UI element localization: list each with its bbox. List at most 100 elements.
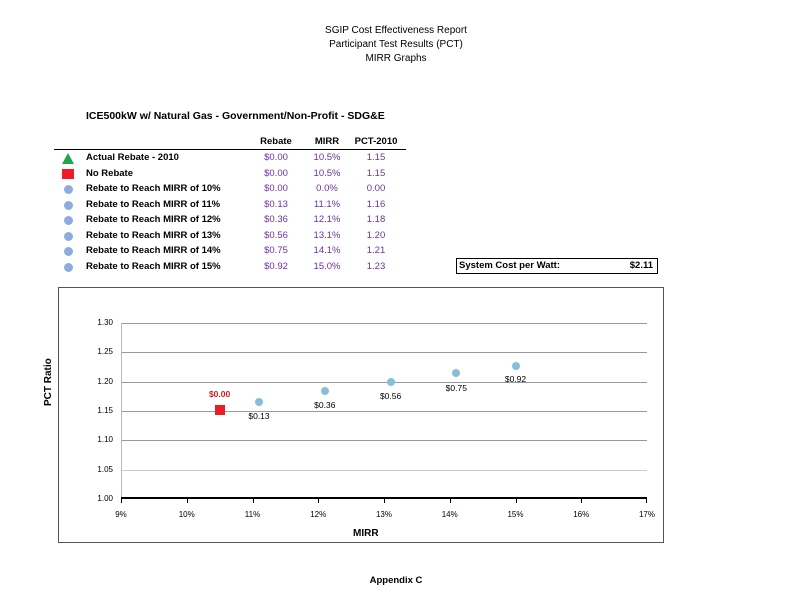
gridline [121, 323, 647, 324]
blue-circle-icon [64, 200, 73, 210]
row-mirr: 11.1% [313, 198, 341, 210]
x-tick: 16% [573, 510, 590, 519]
gridline [121, 352, 647, 354]
x-tick: 12% [310, 510, 327, 519]
mirr-chart: PCT Ratio 1.30 1.25 1.20 1.15 1.10 1.05 … [43, 287, 664, 543]
x-tick: 11% [244, 510, 261, 519]
table-row: Rebate to Reach MIRR of 11% $0.13 11.1% … [54, 197, 406, 213]
row-rebate: $0.13 [264, 198, 288, 210]
report-title: SGIP Cost Effectiveness Report [325, 25, 467, 36]
data-point [320, 387, 329, 396]
row-label: Rebate to Reach MIRR of 12% [86, 214, 221, 225]
row-rebate: $0.00 [264, 183, 288, 194]
gridline [121, 411, 647, 412]
row-mirr: 10.5% [313, 167, 341, 179]
row-label: No Rebate [86, 167, 133, 179]
row-pct: 1.16 [366, 198, 386, 210]
row-pct: 1.21 [366, 245, 386, 256]
gridline [121, 381, 647, 383]
y-axis [121, 323, 122, 499]
y-tick: 1.30 [97, 318, 113, 327]
row-label: Rebate to Reach MIRR of 10% [86, 183, 221, 194]
y-tick: 1.00 [97, 494, 113, 503]
x-axis-label: MIRR [353, 528, 379, 539]
table-row: Rebate to Reach MIRR of 10% $0.00 0.0% 0… [54, 181, 406, 197]
system-cost-box: System Cost per Watt: $2.11 [456, 258, 658, 274]
row-rebate: $0.00 [264, 152, 288, 163]
scenario-title: ICE500kW w/ Natural Gas - Government/Non… [86, 110, 385, 122]
red-square-icon [62, 168, 74, 179]
row-pct: 1.15 [366, 152, 386, 163]
data-point [511, 361, 520, 370]
row-rebate: $0.00 [264, 167, 288, 179]
green-triangle-icon [62, 153, 74, 164]
table-row: Rebate to Reach MIRR of 15% $0.92 15.0% … [54, 259, 406, 275]
x-tick-mark [384, 499, 385, 503]
row-label: Actual Rebate - 2010 [86, 152, 179, 163]
x-tick-mark [318, 499, 320, 503]
system-cost-label: System Cost per Watt: [459, 260, 560, 271]
blue-circle-icon [64, 231, 73, 241]
x-tick: 13% [375, 510, 392, 519]
data-label: $0.56 [379, 391, 402, 401]
row-label: Rebate to Reach MIRR of 14% [86, 245, 221, 256]
blue-circle-icon [64, 247, 73, 256]
x-tick-mark [581, 499, 583, 503]
row-mirr: 15.0% [313, 260, 341, 272]
report-section: MIRR Graphs [365, 53, 427, 64]
blue-circle-icon [64, 185, 73, 194]
row-label: Rebate to Reach MIRR of 13% [86, 229, 221, 241]
data-label: $0.13 [248, 411, 270, 421]
report-subtitle: Participant Test Results (PCT) [329, 39, 463, 50]
col-rebate: Rebate [260, 136, 292, 147]
table-row: No Rebate $0.00 10.5% 1.15 [54, 166, 406, 182]
x-tick-mark [121, 499, 122, 503]
data-label: $0.92 [504, 374, 527, 384]
report-header: SGIP Cost Effectiveness Report Participa… [0, 24, 792, 66]
plot-area: 1.30 1.25 1.20 1.15 1.10 1.05 1.00 9% 10… [97, 318, 655, 519]
row-rebate: $0.56 [264, 229, 288, 241]
x-tick-mark [186, 499, 188, 503]
row-pct: 1.15 [366, 167, 386, 179]
x-tick-mark [646, 499, 647, 503]
row-mirr: 0.0% [316, 183, 338, 194]
table-row: Rebate to Reach MIRR of 13% $0.56 13.1% … [54, 228, 406, 244]
x-tick: 14% [441, 510, 458, 519]
results-table: Rebate MIRR PCT-2010 Actual Rebate - 201… [54, 136, 406, 274]
x-tick: 17% [638, 510, 655, 519]
y-tick: 1.10 [97, 435, 113, 445]
x-tick: 9% [115, 510, 127, 519]
data-point-no-rebate [214, 404, 225, 415]
table-row: Actual Rebate - 2010 $0.00 10.5% 1.15 [54, 150, 406, 166]
table-row: Rebate to Reach MIRR of 14% $0.75 14.1% … [54, 243, 406, 259]
row-mirr: 10.5% [313, 152, 341, 163]
row-pct: 1.23 [366, 260, 386, 272]
data-point [386, 378, 395, 386]
col-mirr: MIRR [314, 136, 340, 147]
row-rebate: $0.36 [264, 214, 288, 225]
row-mirr: 13.1% [313, 229, 341, 241]
y-tick: 1.25 [97, 347, 113, 357]
x-tick: 10% [178, 510, 195, 519]
x-tick-mark [252, 499, 254, 503]
row-rebate: $0.75 [264, 245, 288, 256]
row-pct: 1.20 [366, 229, 386, 241]
y-tick: 1.15 [97, 406, 113, 415]
row-label: Rebate to Reach MIRR of 11% [86, 198, 221, 210]
row-rebate: $0.92 [264, 260, 288, 272]
x-tick-mark [515, 499, 517, 503]
row-label: Rebate to Reach MIRR of 15% [86, 260, 221, 272]
x-tick-mark [449, 499, 451, 503]
data-label: $0.00 [208, 389, 231, 399]
table-row: Rebate to Reach MIRR of 12% $0.36 12.1% … [54, 212, 406, 228]
data-point [452, 369, 461, 378]
row-mirr: 12.1% [313, 214, 341, 225]
y-tick: 1.05 [97, 464, 113, 474]
appendix-label: Appendix C [369, 575, 423, 586]
data-label: $0.36 [314, 400, 336, 410]
col-pct: PCT-2010 [354, 136, 398, 147]
x-tick: 15% [507, 510, 524, 519]
row-pct: 0.00 [366, 183, 386, 194]
y-axis-label: PCT Ratio [43, 358, 54, 406]
y-tick: 1.20 [97, 376, 113, 386]
